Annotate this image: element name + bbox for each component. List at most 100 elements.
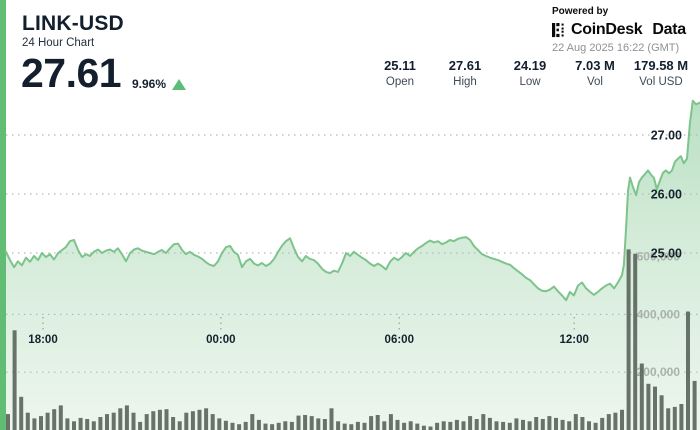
volume-bar — [435, 422, 440, 430]
powered-by-label: Powered by — [552, 6, 609, 17]
volume-bar — [441, 421, 446, 430]
volume-bar — [672, 406, 677, 430]
volume-bar — [138, 421, 143, 430]
volume-bar — [144, 414, 149, 430]
volume-bar — [659, 395, 664, 430]
volume-bar — [388, 414, 393, 430]
stat-open: 25.11 Open — [374, 58, 426, 90]
volume-bar — [204, 408, 209, 430]
change-percent: 9.96% — [132, 77, 167, 91]
volume-bar — [12, 330, 17, 430]
arrow-up-icon — [172, 78, 187, 90]
volume-bar — [626, 249, 631, 430]
volume-bar — [223, 420, 228, 430]
volume-bar — [111, 412, 116, 430]
volume-bar — [342, 423, 347, 430]
volume-bar — [322, 419, 327, 430]
volume-bar — [65, 418, 70, 430]
volume-bar — [679, 404, 684, 430]
time-axis-label: 06:00 — [385, 334, 414, 346]
volume-bar — [164, 409, 169, 430]
volume-bar — [283, 421, 288, 430]
brand-suffix: Data — [652, 21, 686, 38]
volume-bar — [250, 414, 255, 430]
stat-open-label: Open — [385, 76, 415, 88]
volume-bar — [633, 253, 638, 430]
volume-bar — [19, 396, 24, 430]
volume-axis-label: 400,000 — [637, 307, 681, 321]
volume-bar — [448, 421, 453, 430]
volume-bar — [620, 409, 624, 430]
volume-bar — [481, 414, 486, 430]
price-axis-label: 26.00 — [651, 188, 682, 202]
volume-bar — [124, 405, 129, 430]
stat-high: 27.61 High — [439, 58, 491, 90]
volume-bar — [534, 417, 539, 430]
volume-bar — [296, 415, 301, 430]
volume-bar — [639, 363, 644, 430]
volume-bar — [606, 414, 611, 430]
volume-bar — [157, 409, 162, 430]
volume-bar — [421, 425, 426, 430]
volume-bar — [85, 419, 90, 430]
volume-bar — [402, 422, 407, 430]
time-axis-label: 12:00 — [560, 334, 589, 346]
timestamp: 22 Aug 2025 16:22 (GMT) — [552, 42, 680, 54]
volume-bar — [230, 422, 235, 430]
time-axis-label: 00:00 — [206, 334, 235, 346]
price-change: 9.96% — [132, 77, 187, 91]
volume-bar — [369, 416, 374, 430]
page-title: LINK-USD — [22, 12, 124, 35]
volume-axis-label: 600,000 — [637, 250, 681, 264]
volume-bar — [527, 421, 532, 430]
volume-bar — [514, 418, 519, 430]
volume-bar — [289, 421, 294, 430]
volume-bar — [600, 417, 605, 430]
volume-bar — [428, 426, 433, 430]
volume-bar — [408, 421, 413, 430]
volume-bar — [72, 421, 76, 430]
volume-bar — [593, 422, 598, 430]
volume-bar — [501, 421, 506, 430]
stat-vol: 7.03 M Vol — [565, 58, 625, 90]
volume-bar — [91, 421, 96, 430]
volume-bar — [362, 422, 367, 430]
volume-bar — [692, 380, 697, 430]
volume-bar — [39, 416, 43, 430]
volume-bar — [118, 408, 123, 430]
brand-name: CoinDesk — [571, 21, 643, 38]
volume-bar — [309, 416, 314, 430]
volume-bar — [98, 417, 103, 430]
brand-block: Powered by CoinDesk Data 22 Aug 2025 16:… — [552, 6, 686, 54]
stat-vol-value: 7.03 M — [575, 58, 615, 73]
coindesk-data-logo[interactable]: CoinDesk Data — [552, 21, 686, 39]
volume-bar — [653, 386, 657, 430]
volume-bar — [177, 421, 182, 430]
volume-bar — [243, 421, 248, 430]
stat-low-value: 24.19 — [513, 58, 547, 73]
volume-bar — [521, 419, 525, 430]
volume-bar — [32, 418, 37, 430]
volume-bar — [336, 421, 341, 430]
volume-bar — [217, 418, 222, 430]
accent-strip — [0, 0, 6, 430]
time-axis-label: 18:00 — [28, 334, 57, 346]
volume-bar — [303, 415, 308, 430]
volume-bar — [6, 414, 10, 430]
volume-bar — [256, 419, 261, 430]
volume-bar — [184, 412, 189, 430]
volume-bar — [171, 417, 176, 430]
volume-bar — [415, 423, 420, 430]
volume-bar — [454, 419, 459, 430]
volume-bar — [547, 416, 552, 430]
volume-bar — [666, 408, 671, 430]
volume-bar — [237, 424, 242, 430]
volume-bar — [474, 419, 479, 430]
volume-bar — [349, 424, 354, 430]
volume-bar — [646, 383, 651, 430]
price-area-fill — [6, 100, 700, 430]
volume-bar — [560, 419, 565, 430]
volume-bar — [573, 414, 578, 430]
